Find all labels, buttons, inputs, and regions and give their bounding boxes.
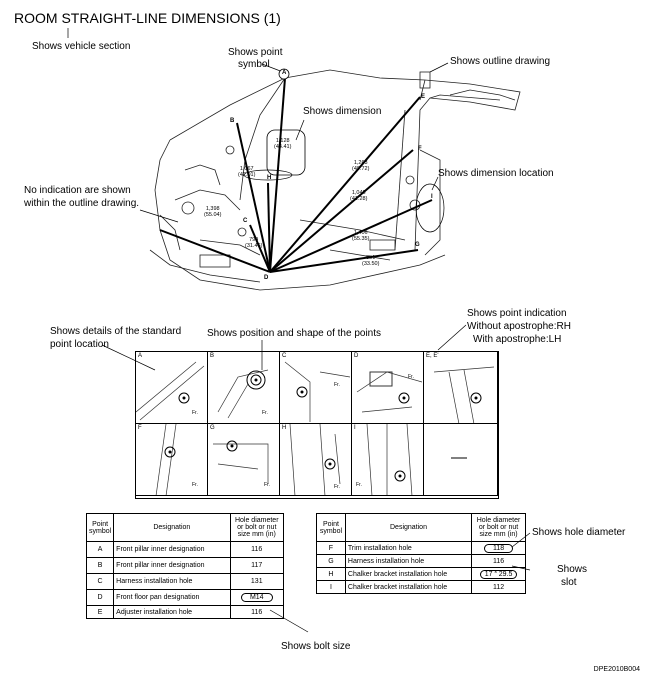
table-cell: 116 [229, 541, 284, 558]
table-cell: 116 [471, 554, 526, 568]
detail-cell-g: G Fr. [208, 424, 280, 496]
table-cell: Adjuster installation hole [113, 605, 231, 619]
figure-code: DPE2010B004 [593, 666, 640, 673]
point-label-a: A [282, 70, 287, 76]
callout-point-indication-3: With apostrophe:LH [473, 334, 562, 345]
table-cell: Harness installation hole [113, 573, 231, 590]
table-cell: A [85, 541, 115, 558]
detail-cell-i: I Fr. [352, 424, 424, 496]
detail-cell-c: C Fr. [280, 352, 352, 424]
dimension-label: 1,046 (41.28) [350, 190, 368, 202]
table-cell: Front floor pan designation [113, 589, 231, 606]
callout-bolt-size: Shows bolt size [281, 641, 351, 652]
table-cell: I [316, 580, 346, 594]
table-cell: E [85, 605, 115, 619]
header-hole-diameter: Hole diameter or bolt or nut size mm (in… [229, 513, 284, 542]
table-cell: 131 [229, 573, 284, 590]
table-cell: Chalker bracket installation hole [344, 567, 473, 581]
callout-dimension-location: Shows dimension location [438, 168, 554, 179]
table-cell: 116 [229, 605, 284, 619]
bolt-size-highlight: M14 [240, 593, 273, 602]
spec-table-left: Point symbol Designation Hole diameter o… [85, 513, 284, 619]
header-designation: Designation [113, 513, 231, 542]
dimension-label: 851 (33.50) [362, 255, 380, 267]
detail-cell-a: A Fr. [136, 352, 208, 424]
table-cell: F [316, 541, 346, 555]
callout-details-1: Shows details of the standard [50, 326, 182, 337]
table-cell: Harness installation hole [344, 554, 473, 568]
dimension-label: 1,067 (42.01) [238, 166, 256, 178]
callout-point-symbol-2: symbol [238, 59, 270, 70]
callout-details-2: point location [50, 339, 109, 350]
detail-cell-empty [424, 424, 498, 496]
point-label-d: D [264, 275, 269, 281]
header-designation: Designation [344, 513, 473, 542]
point-label-h: H [267, 175, 272, 181]
callout-point-indication-2: Without apostrophe:RH [467, 321, 571, 332]
detail-cell-d: D Fr. [352, 352, 424, 424]
header-point-symbol: Point symbol [85, 513, 115, 542]
hole-diameter-highlight: 118 [483, 543, 514, 553]
table-cell: Trim installation hole [344, 541, 473, 555]
callout-no-indication-2: within the outline drawing. [24, 198, 140, 209]
table-cell: Chalker bracket installation hole [344, 580, 473, 594]
point-label-g: G [415, 242, 420, 248]
table-cell: D [85, 589, 115, 606]
callout-point-symbol-1: Shows point [228, 47, 283, 58]
table-cell: H [316, 567, 346, 581]
dimension-label: 799 (31.46) [245, 237, 263, 249]
spec-table-right: Point symbol Designation Hole diameter o… [316, 513, 526, 594]
detail-cell-h: H Fr. [280, 424, 352, 496]
table-cell: Front pillar inner designation [113, 541, 231, 558]
callout-no-indication-1: No indication are shown [24, 185, 131, 196]
table-cell: 17 ˟ 29.5 [471, 567, 526, 581]
header-point-symbol: Point symbol [316, 513, 346, 542]
detail-views-grid: A Fr. B Fr. C Fr. D Fr. E, E' F Fr. G Fr… [135, 351, 499, 499]
slot-highlight: 17 ˟ 29.5 [479, 569, 518, 579]
callout-slot-2: slot [561, 577, 577, 588]
point-label-e: E [421, 94, 426, 100]
table-cell: 112 [471, 580, 526, 594]
callout-slot-1: Shows [557, 564, 588, 575]
callout-outline-drawing: Shows outline drawing [450, 56, 551, 67]
point-label-c: C [243, 218, 248, 224]
page-title: ROOM STRAIGHT-LINE DIMENSIONS (1) [14, 10, 281, 26]
dimension-label: 1,398 (55.04) [204, 206, 222, 218]
callout-point-indication-1: Shows point indication [467, 308, 567, 319]
table-cell: 118 [471, 541, 526, 555]
callout-dimension: Shows dimension [303, 106, 382, 117]
callout-vehicle-section: Shows vehicle section [32, 41, 131, 52]
header-hole-diameter: Hole diameter or bolt or nut size mm (in… [471, 513, 526, 542]
dimension-label: 1,263 (49.72) [352, 160, 370, 172]
detail-cell-e: E, E' [424, 352, 498, 424]
table-cell: G [316, 554, 346, 568]
detail-cell-f: F Fr. [136, 424, 208, 496]
detail-cell-b: B Fr. [208, 352, 280, 424]
table-cell: B [85, 557, 115, 574]
callout-hole-diameter: Shows hole diameter [532, 527, 626, 538]
callout-position-shape: Shows position and shape of the points [207, 328, 382, 339]
point-label-i: I [431, 194, 433, 200]
point-label-f: F [418, 146, 422, 152]
table-cell: Front pillar inner designation [113, 557, 231, 574]
table-cell: C [85, 573, 115, 590]
point-label-b: B [230, 118, 235, 124]
table-cell: 117 [229, 557, 284, 574]
dimension-label: 1,406 (55.35) [352, 230, 370, 242]
table-cell: M14 [229, 589, 284, 606]
dimension-label: 1,128 (44.41) [274, 138, 292, 150]
